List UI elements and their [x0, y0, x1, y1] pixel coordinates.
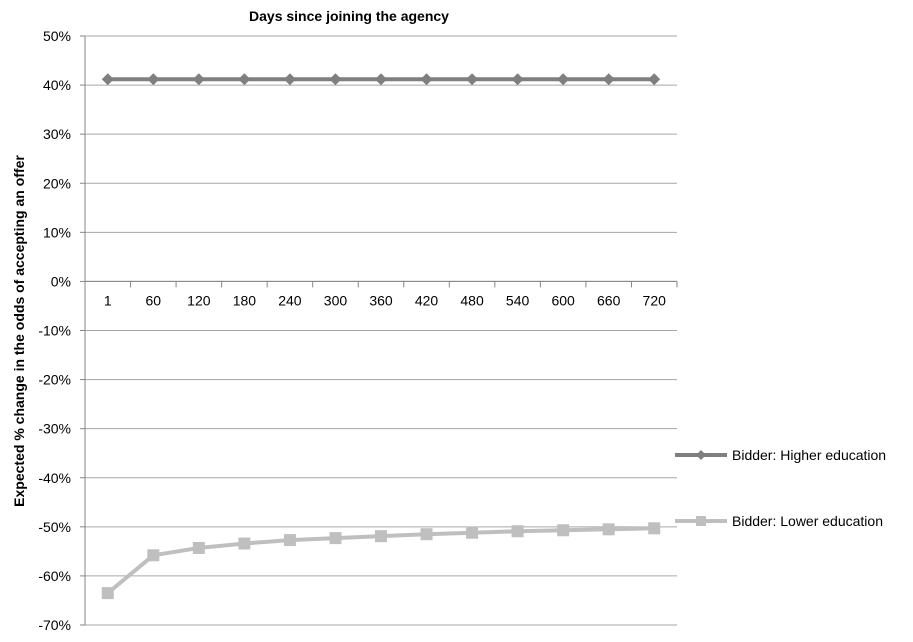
x-tick-label: 120 — [187, 292, 211, 308]
x-tick-label: 420 — [415, 292, 439, 308]
data-point-square — [648, 522, 661, 535]
data-point-diamond — [101, 73, 114, 86]
data-point-diamond — [420, 73, 433, 86]
legend: Bidder: Higher education Bidder: Lower ed… — [675, 447, 886, 529]
y-tick-label: -30% — [38, 421, 71, 437]
legend-item: Bidder: Lower education — [675, 513, 883, 529]
data-point-square — [511, 525, 524, 538]
y-tick-label: 30% — [43, 126, 71, 142]
data-point-square — [466, 526, 479, 539]
data-point-diamond — [238, 73, 251, 86]
series-higher-education — [101, 73, 661, 86]
data-point-diamond — [602, 73, 615, 86]
legend-label: Bidder: Lower education — [732, 513, 883, 529]
data-point-square — [147, 549, 160, 562]
data-point-square — [557, 524, 570, 537]
data-point-diamond — [147, 73, 160, 86]
legend-item: Bidder: Higher education — [675, 447, 886, 463]
x-tick-label: 600 — [551, 292, 575, 308]
y-axis-title: Expected % change in the odds of accepti… — [11, 155, 27, 507]
axes — [80, 35, 678, 626]
y-tick-label: -10% — [38, 323, 71, 339]
data-point-diamond — [466, 73, 479, 86]
data-point-diamond — [557, 73, 570, 86]
y-tick-label: 0% — [51, 273, 71, 289]
data-point-square — [192, 541, 205, 554]
legend-label: Bidder: Higher education — [732, 447, 886, 463]
data-point-square — [375, 530, 387, 543]
data-point-diamond — [283, 73, 296, 86]
x-tick-label: 540 — [506, 292, 530, 308]
series-group — [101, 73, 661, 600]
y-tick-label: 10% — [43, 224, 71, 240]
x-tick-label: 1 — [104, 292, 112, 308]
x-tick-label: 300 — [324, 292, 348, 308]
y-tick-label: 50% — [43, 28, 71, 44]
data-point-diamond — [329, 73, 342, 86]
y-tick-label: -70% — [38, 617, 71, 633]
data-point-diamond — [511, 73, 524, 86]
x-tick-label: 720 — [643, 292, 667, 308]
series-lower-education — [101, 522, 661, 600]
x-tick-label: 360 — [369, 292, 393, 308]
x-tick-label: 240 — [278, 292, 302, 308]
data-point-square — [329, 532, 342, 545]
data-point-square — [101, 587, 114, 600]
y-tick-label: -40% — [38, 470, 71, 486]
y-tick-label: -50% — [38, 519, 71, 535]
legend-marker-diamond — [696, 450, 706, 460]
data-point-square — [602, 523, 615, 536]
y-tick-label: 40% — [43, 77, 71, 93]
data-point-square — [283, 534, 296, 547]
x-tick-label: 480 — [460, 292, 484, 308]
legend-marker-square — [696, 516, 706, 526]
x-tick-label: 660 — [597, 292, 621, 308]
data-point-diamond — [648, 73, 661, 86]
data-point-square — [238, 537, 251, 550]
y-tick-label: -20% — [38, 372, 71, 388]
data-point-diamond — [192, 73, 205, 86]
x-tick-label: 180 — [233, 292, 257, 308]
data-point-diamond — [375, 73, 387, 86]
tick-labels: 50% 40% 30% 20% 10% 0% -10% -20% -30% -40% -50% -60… — [38, 28, 666, 633]
x-tick-label: 60 — [146, 292, 162, 308]
y-tick-label: -60% — [38, 568, 71, 584]
y-tick-label: 20% — [43, 175, 71, 191]
data-point-square — [420, 528, 433, 541]
chart-title: Days since joining the agency — [249, 8, 449, 24]
